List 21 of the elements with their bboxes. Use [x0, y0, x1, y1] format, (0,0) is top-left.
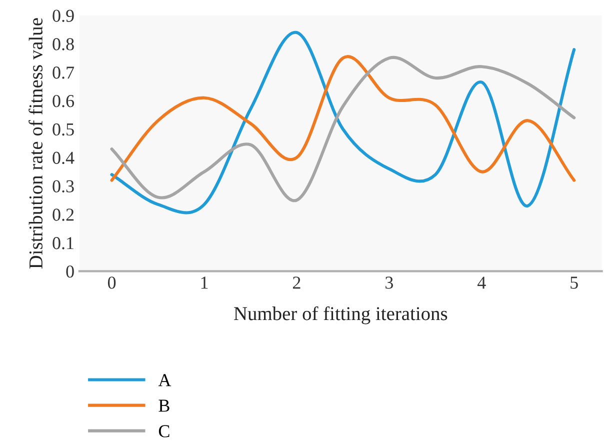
x-tick-label: 3 [386, 276, 393, 289]
x-tick-label: 2 [292, 276, 300, 289]
y-tick-label: 0.3 [52, 180, 74, 192]
legend-label: C [158, 425, 170, 438]
y-tick-label: 0.8 [52, 38, 74, 50]
y-tick-label: 0 [66, 265, 74, 278]
legend-label: B [158, 400, 170, 412]
y-tick-label: 0.7 [52, 66, 74, 79]
x-tick-label: 1 [201, 276, 208, 289]
y-tick-label: 0.6 [52, 94, 74, 108]
y-tick-label: 0.2 [52, 208, 74, 221]
x-tick-label: 4 [477, 276, 486, 289]
y-tick-label: 0.1 [52, 237, 74, 250]
y-tick-label: 0.5 [52, 123, 74, 136]
y-tick-label: 0.4 [52, 152, 74, 164]
x-tick-label: 0 [108, 276, 116, 289]
x-tick-label: 5 [570, 276, 578, 289]
y-axis-title: Distribution rate of fitness value [28, 18, 42, 269]
x-axis-title: Number of fitting iterations [234, 306, 448, 324]
y-tick-label: 0.9 [52, 10, 74, 22]
legend-label: A [158, 374, 172, 386]
